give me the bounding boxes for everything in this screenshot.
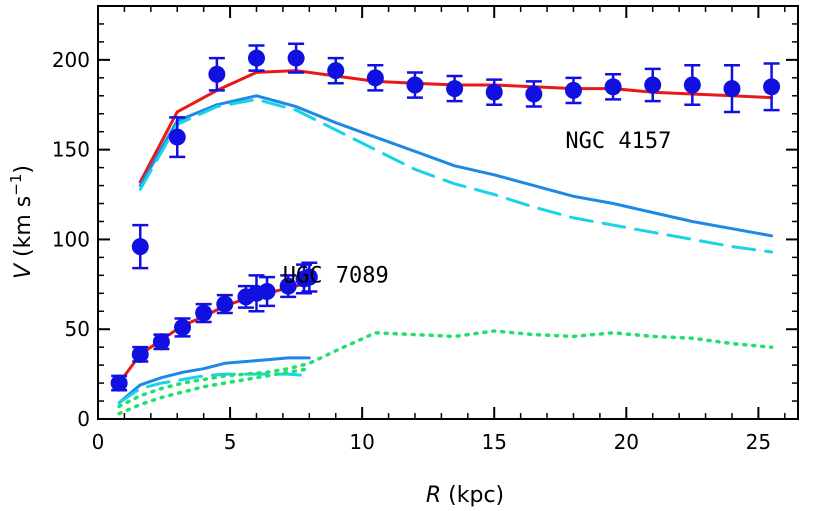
data-point-marker: [564, 81, 582, 99]
data-point-marker: [406, 76, 424, 94]
y-tick-label: 0: [77, 407, 90, 431]
x-tick-label: 20: [614, 430, 639, 454]
model-curves: [117, 69, 774, 416]
data-point-marker: [300, 268, 318, 286]
data-point-marker: [485, 83, 503, 101]
data-point: [110, 374, 128, 392]
data-point: [446, 74, 464, 103]
data-point: [406, 71, 424, 99]
data-point-marker: [279, 277, 297, 295]
data-point: [216, 293, 234, 315]
y-axis-symbol: V: [11, 262, 36, 279]
x-tick-label: 5: [224, 430, 237, 454]
model-curve-dotted: [117, 366, 312, 416]
data-point-marker: [327, 62, 345, 80]
y-axis-title: V (km s−1): [7, 165, 36, 279]
data-point: [208, 56, 226, 92]
model-curve-dotted: [117, 329, 774, 409]
x-axis-unit: (kpc): [448, 483, 504, 508]
data-point-marker: [446, 80, 464, 98]
y-axis-unit-close: ): [11, 165, 36, 174]
data-point: [763, 62, 781, 112]
data-point: [279, 274, 297, 299]
data-point-marker: [604, 78, 622, 96]
x-tick-label: 15: [481, 430, 506, 454]
data-point-marker: [168, 128, 186, 146]
data-point: [152, 333, 170, 351]
data-point-marker: [208, 65, 226, 83]
data-point-marker: [195, 304, 213, 322]
data-point: [564, 76, 582, 105]
data-point: [723, 64, 741, 114]
plot-frame: [97, 5, 799, 420]
data-point: [683, 64, 701, 107]
x-tick-label: 0: [92, 430, 105, 454]
data-point: [247, 44, 265, 72]
data-point: [525, 80, 543, 108]
model-curve-solid: [117, 356, 311, 405]
model-curve-dashed: [138, 97, 774, 254]
data-point-marker: [131, 345, 149, 363]
axis-ticks: [97, 5, 798, 420]
data-point-marker: [763, 78, 781, 96]
data-point-marker: [287, 49, 305, 67]
data-point-marker: [683, 76, 701, 94]
data-points: [110, 42, 781, 392]
data-point-marker: [644, 76, 662, 94]
data-point-marker: [216, 295, 234, 313]
data-point-marker: [247, 49, 265, 67]
model-curve-solid: [138, 94, 774, 238]
y-axis-unit: (km s: [11, 196, 36, 257]
annotation-ngc-4157: NGC 4157: [565, 129, 671, 154]
data-point: [644, 67, 662, 103]
data-point-marker: [723, 80, 741, 98]
data-point: [258, 275, 276, 308]
data-point: [131, 345, 149, 363]
data-point: [131, 223, 149, 270]
data-point-marker: [152, 333, 170, 351]
x-tick-label: 25: [746, 430, 771, 454]
data-point: [174, 317, 192, 338]
y-tick-label: 100: [52, 227, 90, 251]
data-point-marker: [174, 318, 192, 336]
x-tick-label: 10: [349, 430, 374, 454]
data-point: [485, 78, 503, 107]
data-point: [327, 56, 345, 85]
x-axis-symbol: R: [426, 483, 441, 508]
data-point: [300, 261, 318, 293]
data-point: [366, 64, 384, 92]
data-point-marker: [525, 85, 543, 103]
data-point-marker: [258, 283, 276, 301]
data-point: [195, 302, 213, 324]
data-point: [168, 116, 186, 159]
data-point-marker: [131, 238, 149, 256]
x-axis-title: R (kpc): [426, 483, 504, 508]
data-point-marker: [110, 374, 128, 392]
data-point: [604, 72, 622, 101]
annotation-ugc-7089: UGC 7089: [283, 264, 389, 289]
data-point: [287, 42, 305, 74]
y-tick-label: 200: [52, 48, 90, 72]
data-point-marker: [366, 69, 384, 87]
y-tick-label: 50: [65, 317, 90, 341]
y-axis-unit-exponent: −1: [7, 174, 25, 196]
y-tick-label: 150: [52, 138, 90, 162]
tick-labels: 0 5 10 15 20 25 0 50 100 150 200: [52, 48, 771, 454]
model-curve-solid: [117, 281, 311, 385]
